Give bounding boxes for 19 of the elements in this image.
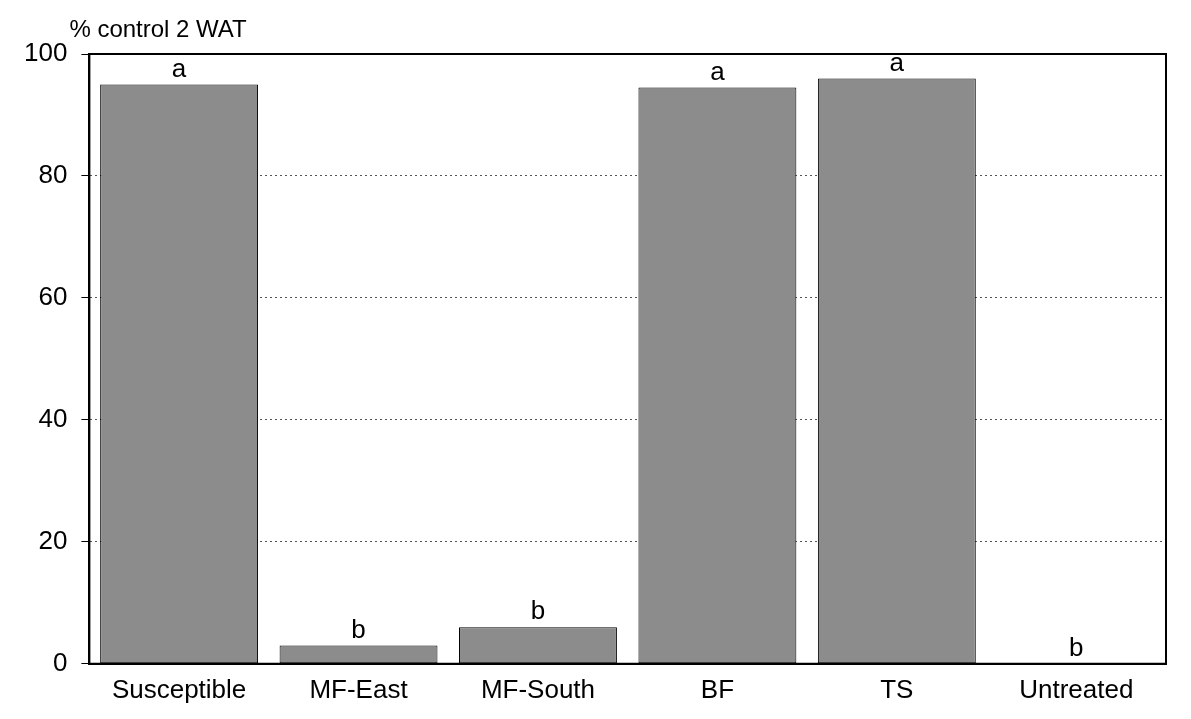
data-label: b — [351, 613, 366, 644]
y-axis-title: % control 2 WAT — [69, 14, 248, 42]
y-tick-label: 20 — [38, 525, 68, 556]
data-label: a — [171, 52, 187, 83]
y-tick-label: 60 — [38, 281, 68, 312]
y-tick-label: 40 — [38, 403, 68, 434]
data-label: b — [530, 595, 546, 626]
x-tick-label: BF — [700, 673, 735, 704]
x-tick-label: TS — [880, 673, 914, 704]
data-label: b — [1069, 631, 1084, 662]
y-tick-label: 0 — [52, 646, 68, 677]
x-tick-label: Susceptible — [111, 673, 247, 704]
data-label: a — [710, 55, 726, 86]
y-tick-label: 80 — [38, 159, 68, 190]
x-tick-label: MF-East — [309, 673, 409, 704]
data-label: a — [889, 46, 905, 77]
x-tick-label: Untreated — [1019, 673, 1134, 704]
x-tick-label: MF-South — [480, 673, 596, 704]
y-tick-label: 100 — [23, 37, 68, 68]
